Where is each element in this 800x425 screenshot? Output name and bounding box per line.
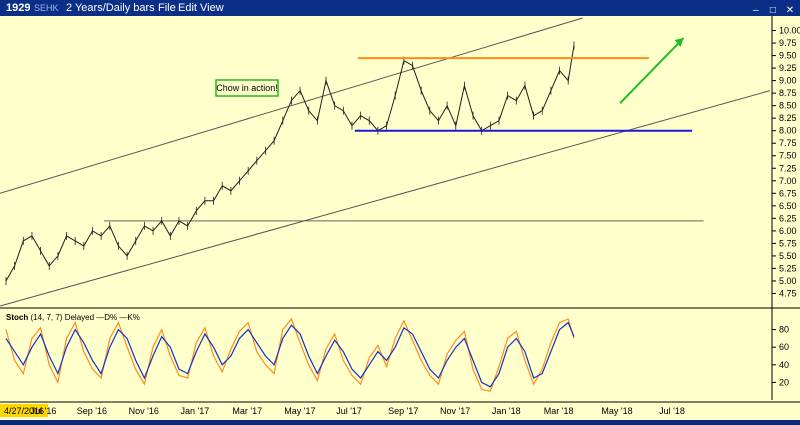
- stoch-header-part: D%: [104, 313, 117, 322]
- x-tick-label: May '17: [284, 406, 315, 416]
- price-tick-label: 5.25: [779, 263, 797, 273]
- current-date-highlight: [0, 404, 48, 417]
- stoch-tick-label: 20: [779, 377, 789, 387]
- stoch-header-part: —K%: [117, 313, 140, 322]
- price-tick-label: 9.25: [779, 63, 797, 73]
- price-tick-label: 4.75: [779, 288, 797, 298]
- stoch-header-part: (14, 7, 7): [28, 313, 64, 322]
- price-tick-label: 7.75: [779, 138, 797, 148]
- chart-svg: 10.00 9.75 9.50 9.25 9.00 8.75 8.50 8.25 8.00 7.7…: [0, 16, 800, 420]
- price-tick-label: 10.00: [779, 26, 800, 36]
- symbol-label[interactable]: 1929: [6, 2, 31, 14]
- price-tick-label: 5.00: [779, 276, 797, 286]
- minimize-icon[interactable]: –: [753, 5, 759, 16]
- x-tick-label: Sep '17: [388, 406, 418, 416]
- window-titlebar: 1929 SEHK 2 Years/Daily bars File Edit V…: [0, 0, 800, 16]
- exchange-label: SEHK: [34, 3, 59, 13]
- x-tick-label: Jan '17: [181, 406, 210, 416]
- price-tick-label: 8.00: [779, 126, 797, 136]
- stoch-tick-label: 60: [779, 342, 789, 352]
- price-tick-label: 6.25: [779, 213, 797, 223]
- x-tick-label: Mar '17: [232, 406, 262, 416]
- price-tick-label: 6.00: [779, 226, 797, 236]
- price-tick-label: 5.75: [779, 238, 797, 248]
- stoch-header-part: Stoch: [6, 313, 28, 322]
- price-tick-label: 6.75: [779, 188, 797, 198]
- x-tick-label: Jan '18: [492, 406, 521, 416]
- price-tick-label: 9.75: [779, 38, 797, 48]
- maximize-icon[interactable]: □: [769, 5, 776, 16]
- window-controls: – □ ✕: [748, 2, 796, 16]
- stoch-k-line: [5, 317, 575, 392]
- price-tick-label: 5.50: [779, 251, 797, 261]
- stoch-header: Stoch (14, 7, 7) Delayed —D% —K%: [6, 313, 140, 322]
- x-tick-label: Mar '18: [544, 406, 574, 416]
- menu-view[interactable]: View: [200, 2, 224, 14]
- x-tick-label: Nov '16: [129, 406, 159, 416]
- trend-arrow-shaft: [619, 37, 685, 104]
- annotation-box: [215, 79, 279, 97]
- x-tick-label: Sep '16: [77, 406, 107, 416]
- stoch-header-part: Delayed —: [65, 313, 105, 322]
- price-tick-label: 9.00: [779, 76, 797, 86]
- x-tick-label: Jul '16: [31, 406, 57, 416]
- x-tick-label: Jul '17: [336, 406, 362, 416]
- stoch-tick-label: 80: [779, 325, 789, 335]
- close-icon[interactable]: ✕: [785, 5, 795, 16]
- price-tick-label: 6.50: [779, 201, 797, 211]
- period-label[interactable]: 2 Years/Daily bars: [66, 2, 155, 14]
- stoch-tick-label: 40: [779, 360, 789, 370]
- price-panel: 10.00 9.75 9.50 9.25 9.00 8.75 8.50 8.25 8.00 7.7…: [0, 16, 800, 400]
- price-tick-label: 8.75: [779, 88, 797, 98]
- channel-lower: [0, 90, 771, 307]
- price-tick-label: 8.50: [779, 101, 797, 111]
- price-tick-label: 7.25: [779, 163, 797, 173]
- channel-upper: [0, 17, 583, 194]
- chart-background: [0, 16, 800, 420]
- x-tick-label: May '18: [601, 406, 632, 416]
- price-tick-label: 7.50: [779, 151, 797, 161]
- trend-arrow-head: [674, 38, 684, 48]
- x-tick-label: 4/27/2016: [4, 406, 44, 416]
- price-tick-label: 7.00: [779, 176, 797, 186]
- chart-area: 10.00 9.75 9.50 9.25 9.00 8.75 8.50 8.25 8.00 7.7…: [0, 16, 800, 420]
- stoch-panel: Stoch (14, 7, 7) Delayed —D% —K% 80 60 40 20: [0, 307, 800, 392]
- price-tick-label: 9.50: [779, 51, 797, 61]
- menu-file[interactable]: File: [158, 2, 176, 14]
- annotation-text: Chow in action!: [216, 83, 278, 93]
- x-tick-label: Nov '17: [440, 406, 470, 416]
- stoch-d-line: [5, 321, 575, 388]
- price-tick-label: 8.25: [779, 113, 797, 123]
- x-tick-label: Jul '18: [659, 406, 685, 416]
- menu-edit[interactable]: Edit: [178, 2, 197, 14]
